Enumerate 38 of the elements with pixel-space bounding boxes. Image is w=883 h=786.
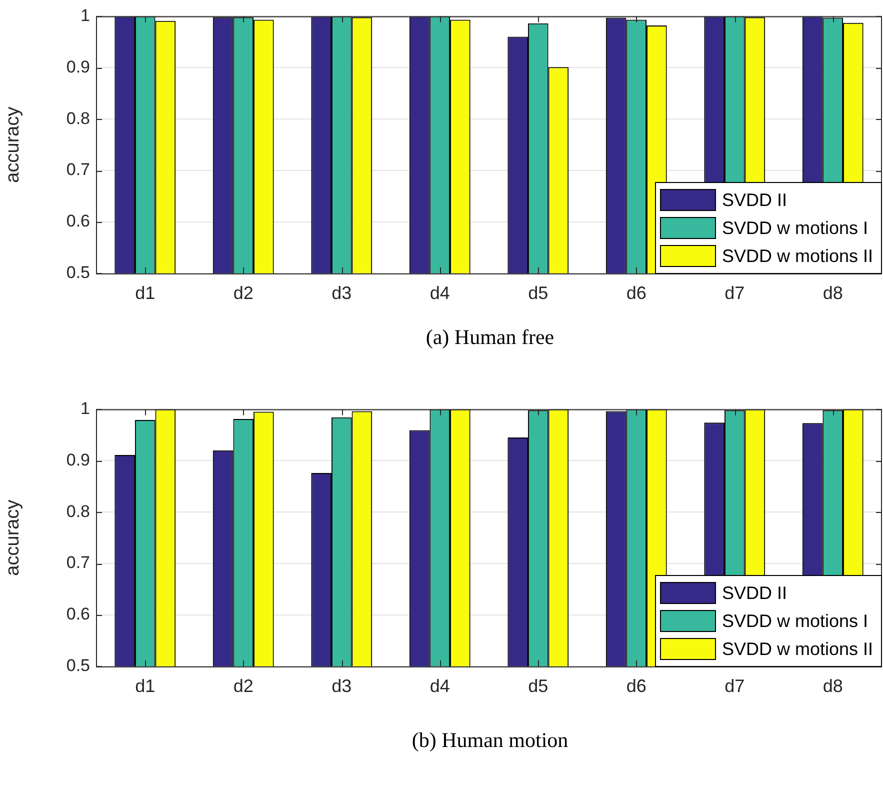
x-tick-label: d4 [430,283,450,304]
y-tick-label: 1 [80,6,90,25]
y-tick-label: 0.9 [66,450,90,470]
x-tick-label: d8 [822,283,843,304]
y-tick-label: 0.6 [66,604,90,624]
y-tick-label: 0.8 [66,502,90,521]
x-tick-label: d2 [233,676,254,696]
y-tick-label: 0.5 [66,263,90,282]
legend-label: SVDD w motions I [722,218,868,239]
x-tick-label: d6 [626,676,646,696]
x-tick-label: d8 [822,676,843,696]
legend-label: SVDD II [722,190,788,211]
text: (a) Human free [424,325,556,350]
legend-label: SVDD w motions I [722,610,868,632]
legend-label: SVDD II [722,582,788,604]
y-axis-title: accuracy [2,106,24,183]
y-tick-label: 0.7 [66,160,90,180]
x-tick-label: d2 [233,283,254,304]
x-tick-label: d3 [332,283,352,304]
y-tick-label: 0.6 [66,212,90,231]
x-tick-label: d7 [724,676,745,696]
y-tick-label: 0.5 [66,656,90,676]
x-tick-label: d5 [528,676,548,696]
legend-label: SVDD w motions II [722,246,874,267]
y-axis-title: accuracy [2,499,24,576]
legend-label: SVDD w motions II [722,638,874,660]
x-tick-label: d3 [332,676,352,696]
y-tick-label: 1 [80,398,90,418]
x-tick-label: d1 [135,676,156,696]
text: (b) Human motion [410,728,570,753]
x-tick-label: d1 [135,283,156,304]
x-tick-label: d7 [724,283,745,304]
x-tick-label: d5 [528,283,548,304]
x-tick-label: d4 [430,676,450,696]
y-tick-label: 0.7 [66,553,90,572]
y-tick-label: 0.8 [66,108,90,128]
x-tick-label: d6 [626,283,646,304]
y-tick-label: 0.9 [66,57,90,76]
